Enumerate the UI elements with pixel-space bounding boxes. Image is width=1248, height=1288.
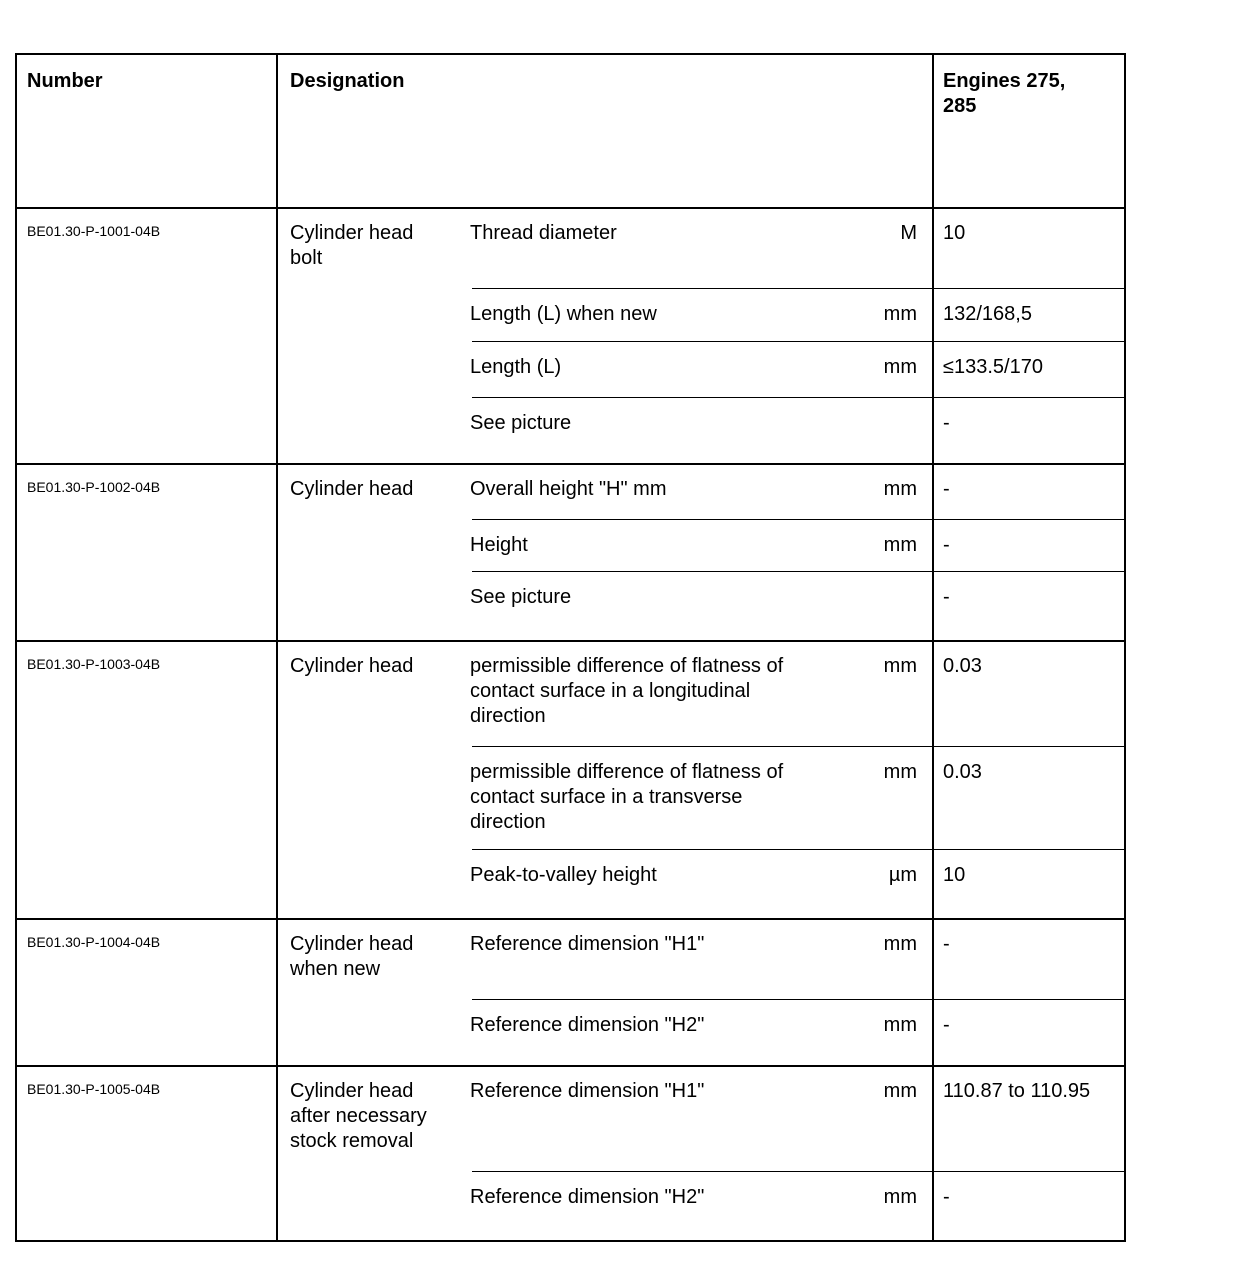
row-divider <box>17 918 1124 920</box>
parameter-unit: µm <box>888 864 917 886</box>
parameter-label: Reference dimension "H1" <box>470 933 705 955</box>
parameter-value: 110.87 to 110.95 <box>943 1080 1091 1102</box>
component-name: Cylinder head when new <box>290 933 414 980</box>
parameter-unit: mm <box>883 534 917 556</box>
parameter-value: - <box>943 1014 950 1036</box>
parameter-label: Height <box>470 534 528 556</box>
subrow-divider <box>472 999 1124 1000</box>
parameter-value: - <box>943 1186 950 1208</box>
parameter-unit: mm <box>883 1080 917 1102</box>
parameter-unit: mm <box>883 1186 917 1208</box>
parameter-label: See picture <box>470 586 572 608</box>
parameter-value: 10 <box>943 864 966 886</box>
header-engines: Engines 275, 285 <box>943 70 1066 117</box>
subrow-divider <box>472 1171 1124 1172</box>
subrow-divider <box>472 849 1124 850</box>
header-designation: Designation <box>290 70 405 92</box>
parameter-value: 0.03 <box>943 761 982 783</box>
parameter-label: Overall height "H" mm <box>470 478 667 500</box>
part-number: BE01.30-P-1004-04B <box>27 934 161 950</box>
column-divider <box>932 55 934 1240</box>
part-number: BE01.30-P-1005-04B <box>27 1081 161 1097</box>
subrow-divider <box>472 571 1124 572</box>
header-number: Number <box>27 70 103 92</box>
parameter-unit: mm <box>883 1014 917 1036</box>
column-divider <box>276 55 278 1240</box>
part-number: BE01.30-P-1002-04B <box>27 479 161 495</box>
subrow-divider <box>472 341 1124 342</box>
parameter-value: 0.03 <box>943 655 982 677</box>
component-name: Cylinder head bolt <box>290 222 414 269</box>
parameter-label: Length (L) <box>470 356 562 378</box>
subrow-divider <box>472 519 1124 520</box>
parameter-unit: M <box>900 222 917 244</box>
part-number: BE01.30-P-1001-04B <box>27 223 161 239</box>
specification-table: Number Designation Engines 275, 285 BE01… <box>15 53 1126 1242</box>
parameter-label: Length (L) when new <box>470 303 657 325</box>
part-number: BE01.30-P-1003-04B <box>27 656 161 672</box>
parameter-unit: mm <box>883 356 917 378</box>
parameter-unit: mm <box>883 933 917 955</box>
subrow-divider <box>472 288 1124 289</box>
parameter-label: Peak-to-valley height <box>470 864 657 886</box>
parameter-value: - <box>943 478 950 500</box>
parameter-unit: mm <box>883 655 917 677</box>
parameter-unit: mm <box>883 761 917 783</box>
parameter-label: Thread diameter <box>470 222 617 244</box>
subrow-divider <box>472 397 1124 398</box>
component-name: Cylinder head after necessary stock remo… <box>290 1080 427 1152</box>
component-name: Cylinder head <box>290 655 414 677</box>
row-divider <box>17 640 1124 642</box>
parameter-value: ≤133.5/170 <box>943 356 1043 378</box>
parameter-value: - <box>943 586 950 608</box>
row-divider <box>17 1065 1124 1067</box>
parameter-value: - <box>943 933 950 955</box>
parameter-label: Reference dimension "H1" <box>470 1080 705 1102</box>
row-divider <box>17 207 1124 209</box>
parameter-unit: mm <box>883 478 917 500</box>
parameter-label: See picture <box>470 412 572 434</box>
parameter-label: permissible difference of flatness of co… <box>470 655 784 727</box>
subrow-divider <box>472 746 1124 747</box>
parameter-value: 10 <box>943 222 966 244</box>
parameter-label: Reference dimension "H2" <box>470 1014 705 1036</box>
parameter-unit: mm <box>883 303 917 325</box>
parameter-value: 132/168,5 <box>943 303 1032 325</box>
component-name: Cylinder head <box>290 478 414 500</box>
parameter-value: - <box>943 534 950 556</box>
parameter-value: - <box>943 412 950 434</box>
row-divider <box>17 463 1124 465</box>
parameter-label: Reference dimension "H2" <box>470 1186 705 1208</box>
parameter-label: permissible difference of flatness of co… <box>470 761 784 833</box>
